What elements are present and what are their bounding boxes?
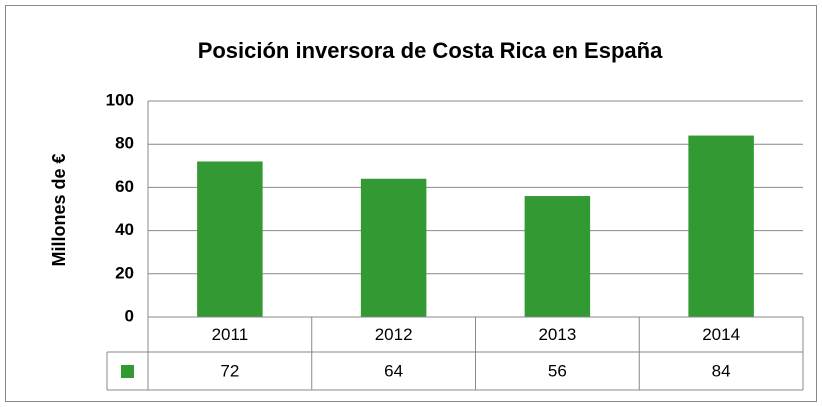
table-value: 64 bbox=[384, 361, 403, 380]
y-axis-title: Millones de € bbox=[49, 153, 69, 266]
bar bbox=[688, 135, 754, 317]
y-tick-label: 80 bbox=[115, 134, 134, 153]
x-tick-label: 2012 bbox=[375, 325, 413, 344]
bar bbox=[524, 196, 591, 317]
chart-title: Posición inversora de Costa Rica en Espa… bbox=[198, 38, 663, 63]
y-tick-label: 60 bbox=[115, 177, 134, 196]
y-tick-label: 0 bbox=[125, 306, 134, 325]
bar bbox=[360, 178, 427, 317]
y-tick-label: 20 bbox=[115, 263, 134, 282]
table-value: 56 bbox=[548, 361, 567, 380]
y-tick-label: 40 bbox=[115, 220, 134, 239]
legend-key bbox=[121, 365, 134, 378]
y-tick-label: 100 bbox=[106, 90, 134, 109]
bar bbox=[197, 161, 263, 317]
x-tick-label: 2011 bbox=[212, 325, 249, 344]
x-tick-label: 2014 bbox=[702, 325, 740, 344]
table-value: 72 bbox=[220, 361, 239, 380]
table-value: 84 bbox=[712, 361, 731, 380]
x-tick-label: 2013 bbox=[538, 325, 576, 344]
